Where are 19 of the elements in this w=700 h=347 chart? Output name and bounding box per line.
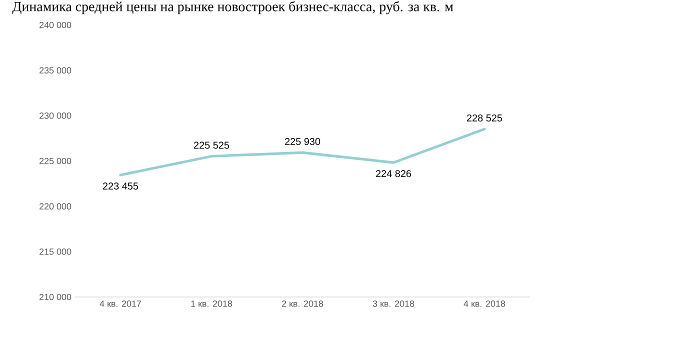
x-tick-label: 2 кв. 2018	[282, 300, 324, 307]
x-tick-label: 1 кв. 2018	[191, 300, 232, 307]
y-tick-label: 230 000	[40, 112, 72, 119]
y-tick-label: 240 000	[40, 22, 72, 28]
data-label: 224 826	[376, 170, 412, 178]
data-label: 225 930	[285, 138, 320, 146]
y-tick-label: 235 000	[40, 67, 72, 74]
data-label: 223 455	[103, 182, 138, 190]
line-series	[119, 128, 486, 176]
x-tick-label: 3 кв. 2018	[372, 300, 414, 307]
data-label: 225 525	[194, 142, 230, 149]
y-tick-label: 220 000	[40, 203, 72, 210]
x-tick-label: 4 кв. 2018	[464, 300, 506, 307]
data-label: 228 525	[467, 114, 502, 122]
y-tick-label: 215 000	[40, 248, 72, 255]
x-tick-label: 4 кв. 2017	[100, 300, 142, 307]
chart-title: Динамика средней цены на рынке новостроек бизнес-класса, руб. за кв. м	[12, 1, 454, 14]
y-tick-label: 225 000	[40, 158, 72, 164]
y-tick-label: 210 000	[40, 294, 72, 300]
